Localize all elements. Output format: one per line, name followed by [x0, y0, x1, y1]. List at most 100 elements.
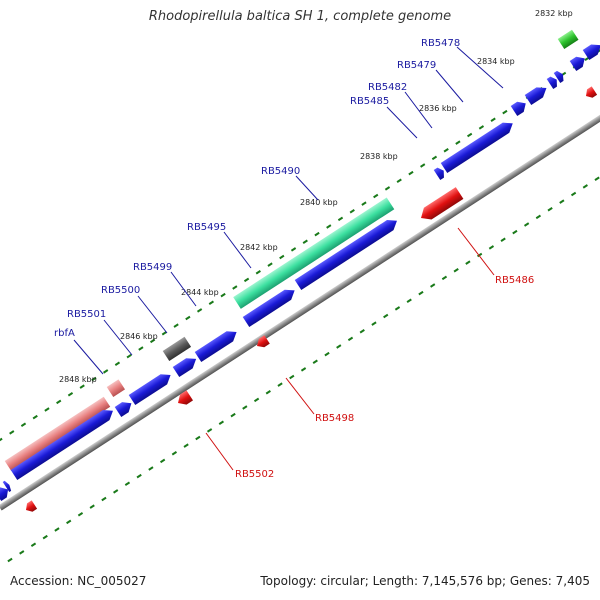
- gene-label-rb5479[interactable]: RB5479: [397, 60, 436, 71]
- tick-mark: [67, 392, 74, 397]
- tick-mark: [7, 557, 13, 563]
- tick-mark: [465, 260, 471, 265]
- tick-mark: [149, 338, 156, 344]
- forward-gene-arrow[interactable]: [10, 406, 116, 481]
- forward-gene-track: [0, 40, 600, 502]
- tick-mark: [361, 201, 367, 206]
- gene-label-rb5495[interactable]: RB5495: [187, 222, 226, 233]
- gene-label-rb5478[interactable]: RB5478: [421, 38, 460, 49]
- tick-mark: [347, 336, 354, 342]
- gene-label-rb5499[interactable]: RB5499: [133, 262, 172, 273]
- tick-mark: [265, 390, 271, 395]
- tick-mark: [314, 231, 320, 237]
- tick-mark: [195, 435, 201, 441]
- tick-mark: [243, 277, 250, 283]
- tick-mark: [408, 170, 414, 176]
- tick-mark: [500, 237, 506, 242]
- forward-gene-arrow[interactable]: [114, 398, 135, 418]
- tick-mark: [302, 239, 308, 244]
- tick-mark: [30, 542, 37, 547]
- forward-gene-arrow[interactable]: [2, 480, 13, 493]
- tick-mark: [159, 458, 166, 464]
- tick-mark: [455, 140, 461, 145]
- forward-gene-arrow[interactable]: [440, 118, 516, 174]
- reverse-gene-arrow[interactable]: [254, 335, 270, 350]
- forward-gene-arrow[interactable]: [546, 75, 560, 90]
- inner-tick-track: [7, 176, 600, 563]
- tick-mark: [290, 247, 297, 252]
- forward-gene-labels: [73, 46, 504, 375]
- tick-mark: [453, 268, 459, 273]
- tick-mark: [56, 399, 62, 405]
- kbp-label-2836: 2836 kbp: [419, 104, 457, 113]
- forward-gene-arrow[interactable]: [242, 285, 298, 328]
- highlight-rb5478-region[interactable]: [557, 29, 579, 50]
- tick-mark: [101, 496, 107, 502]
- tick-mark: [171, 451, 178, 456]
- tick-mark: [138, 346, 144, 351]
- forward-gene-arrow[interactable]: [128, 370, 174, 406]
- forward-gene-arrow[interactable]: [194, 327, 240, 363]
- gene-label-rb5500[interactable]: RB5500: [101, 285, 140, 296]
- gene-label-rb5486[interactable]: RB5486: [495, 275, 534, 286]
- tick-mark: [277, 382, 283, 387]
- tick-mark: [279, 254, 285, 260]
- forward-gene-arrow[interactable]: [0, 484, 11, 502]
- tick-mark: [300, 367, 307, 372]
- tick-mark: [467, 132, 473, 138]
- forward-gene-arrow[interactable]: [553, 69, 566, 84]
- reverse-gene-track: [23, 86, 598, 514]
- highlight-rbfA-region[interactable]: [4, 396, 111, 472]
- kbp-label-2840: 2840 kbp: [300, 198, 338, 207]
- forward-gene-arrow[interactable]: [524, 83, 550, 106]
- reverse-gene-arrow[interactable]: [175, 390, 194, 408]
- highlight-rb5501-region[interactable]: [106, 379, 126, 398]
- forward-gene-arrow[interactable]: [172, 354, 200, 378]
- gene-label-rbfA[interactable]: rbfA: [54, 328, 75, 339]
- forward-gene-arrow[interactable]: [294, 216, 400, 291]
- gene-label-rb5485[interactable]: RB5485: [350, 96, 389, 107]
- tick-mark: [208, 300, 214, 305]
- tick-mark: [490, 117, 496, 122]
- tick-mark: [420, 163, 426, 168]
- kbp-label-2834: 2834 kbp: [477, 57, 515, 66]
- reverse-gene-arrow[interactable]: [417, 187, 464, 224]
- tick-mark: [242, 405, 248, 410]
- gene-label-rb5501[interactable]: RB5501: [67, 309, 106, 320]
- tick-mark: [19, 550, 25, 555]
- tick-mark: [77, 512, 84, 517]
- gene-label-rb5498[interactable]: RB5498: [315, 413, 354, 424]
- highlight-rb5500-region[interactable]: [162, 336, 192, 362]
- tick-mark: [431, 155, 438, 161]
- tick-mark: [255, 270, 261, 275]
- reverse-gene-arrow[interactable]: [23, 500, 38, 514]
- tick-mark: [54, 527, 60, 532]
- tick-mark: [113, 489, 119, 494]
- forward-gene-arrow[interactable]: [569, 53, 588, 72]
- tick-mark: [206, 428, 213, 433]
- tick-mark: [384, 186, 391, 191]
- tick-mark: [66, 519, 72, 525]
- reverse-gene-arrow[interactable]: [583, 86, 598, 100]
- gene-label-rb5490[interactable]: RB5490: [261, 166, 300, 177]
- tick-mark: [42, 534, 48, 540]
- gene-label-rb5502[interactable]: RB5502: [235, 469, 274, 480]
- tick-mark: [336, 344, 342, 349]
- forward-gene-arrow[interactable]: [433, 166, 447, 181]
- tick-mark: [20, 422, 27, 427]
- forward-gene-arrow[interactable]: [510, 98, 529, 117]
- forward-gene-arrow[interactable]: [582, 40, 600, 61]
- tick-mark: [267, 262, 273, 267]
- tick-mark: [324, 351, 330, 357]
- tick-mark: [582, 184, 588, 189]
- tick-mark: [559, 199, 565, 204]
- tick-mark: [418, 290, 424, 296]
- tick-mark: [349, 209, 355, 214]
- kbp-label-2846: 2846 kbp: [120, 332, 158, 341]
- kbp-label-2832: 2832 kbp: [535, 9, 573, 18]
- kbp-label-2844: 2844 kbp: [181, 288, 219, 297]
- tick-mark: [232, 285, 238, 290]
- gene-label-rb5482[interactable]: RB5482: [368, 82, 407, 93]
- tick-mark: [185, 315, 191, 321]
- highlight-rb5490-region[interactable]: [233, 197, 395, 309]
